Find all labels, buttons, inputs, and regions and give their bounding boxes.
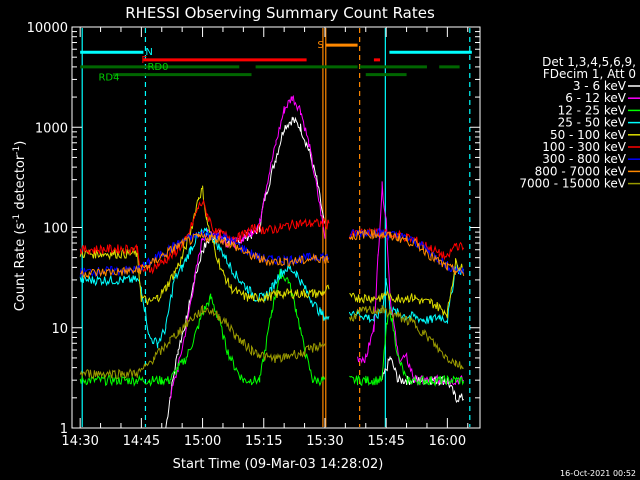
series-line-8 [80,228,465,280]
y-axis: 1 10 100 1000 10000 [27,21,480,437]
y-label-main: Count Rate (s [13,223,28,312]
legend-header-2: FDecim 1, Att 0 [543,67,636,81]
x-tick-label: 15:30 [306,434,343,449]
legend-entry-5: 50 - 100 keV [550,128,627,142]
legend: Det 1,3,4,5,6,9, FDecim 1, Att 0 3 - 6 k… [519,55,640,191]
vertical-markers [81,28,471,427]
x-tick-label: 14:30 [61,434,98,449]
y-label-end: ) [13,141,28,146]
y-tick-label: 1000 [35,121,68,136]
legend-entry-6: 100 - 300 keV [542,140,626,154]
series-line-3 [79,268,465,387]
y-label-sup1: -1 [12,214,22,223]
y-tick-label: 1 [60,422,68,437]
y-label-sup2: -1 [12,146,22,155]
flag-label-s: S [317,40,323,51]
chart-title: RHESSI Observing Summary Count Rates [125,4,435,22]
y-tick-label: 10 [51,322,68,337]
flag-label-rd4: RD4 [98,73,119,84]
legend-entry-3: 12 - 25 keV [558,103,627,117]
x-tick-label: 14:45 [123,434,160,449]
series-line-4 [79,227,465,349]
legend-entry-7: 300 - 800 keV [542,152,626,166]
series-line-9 [79,304,464,380]
x-tick-label: 15:15 [245,434,282,449]
flag-label-rd0: RD0 [147,62,168,73]
legend-entry-4: 25 - 50 keV [558,116,627,130]
flag-label-n: N [145,47,152,58]
x-tick-label: 15:45 [367,434,404,449]
x-axis: 14:30 14:45 15:00 15:15 15:30 15:45 16:00 [61,27,469,449]
series-line-5 [79,185,464,319]
footer-timestamp: 16-Oct-2021 00:52 [560,469,636,478]
x-axis-label: Start Time (09-Mar-03 14:28:02) [173,457,384,472]
y-tick-label: 10000 [27,21,68,36]
y-tick-label: 100 [43,222,68,237]
flag-label-f: F [141,55,147,66]
legend-header-1: Det 1,3,4,5,6,9, [542,55,636,69]
legend-entry-1: 3 - 6 keV [573,79,627,93]
legend-entry-2: 6 - 12 keV [565,91,627,105]
series-layer [79,94,465,429]
y-label-mid: detector [13,154,28,214]
legend-entry-8: 800 - 7000 keV [535,164,627,178]
y-axis-label: Count Rate (s-1 detector-1) [12,141,28,312]
legend-entry-9: 7000 - 15000 keV [519,177,626,191]
x-tick-label: 15:00 [184,434,221,449]
x-tick-label: 16:00 [429,434,466,449]
